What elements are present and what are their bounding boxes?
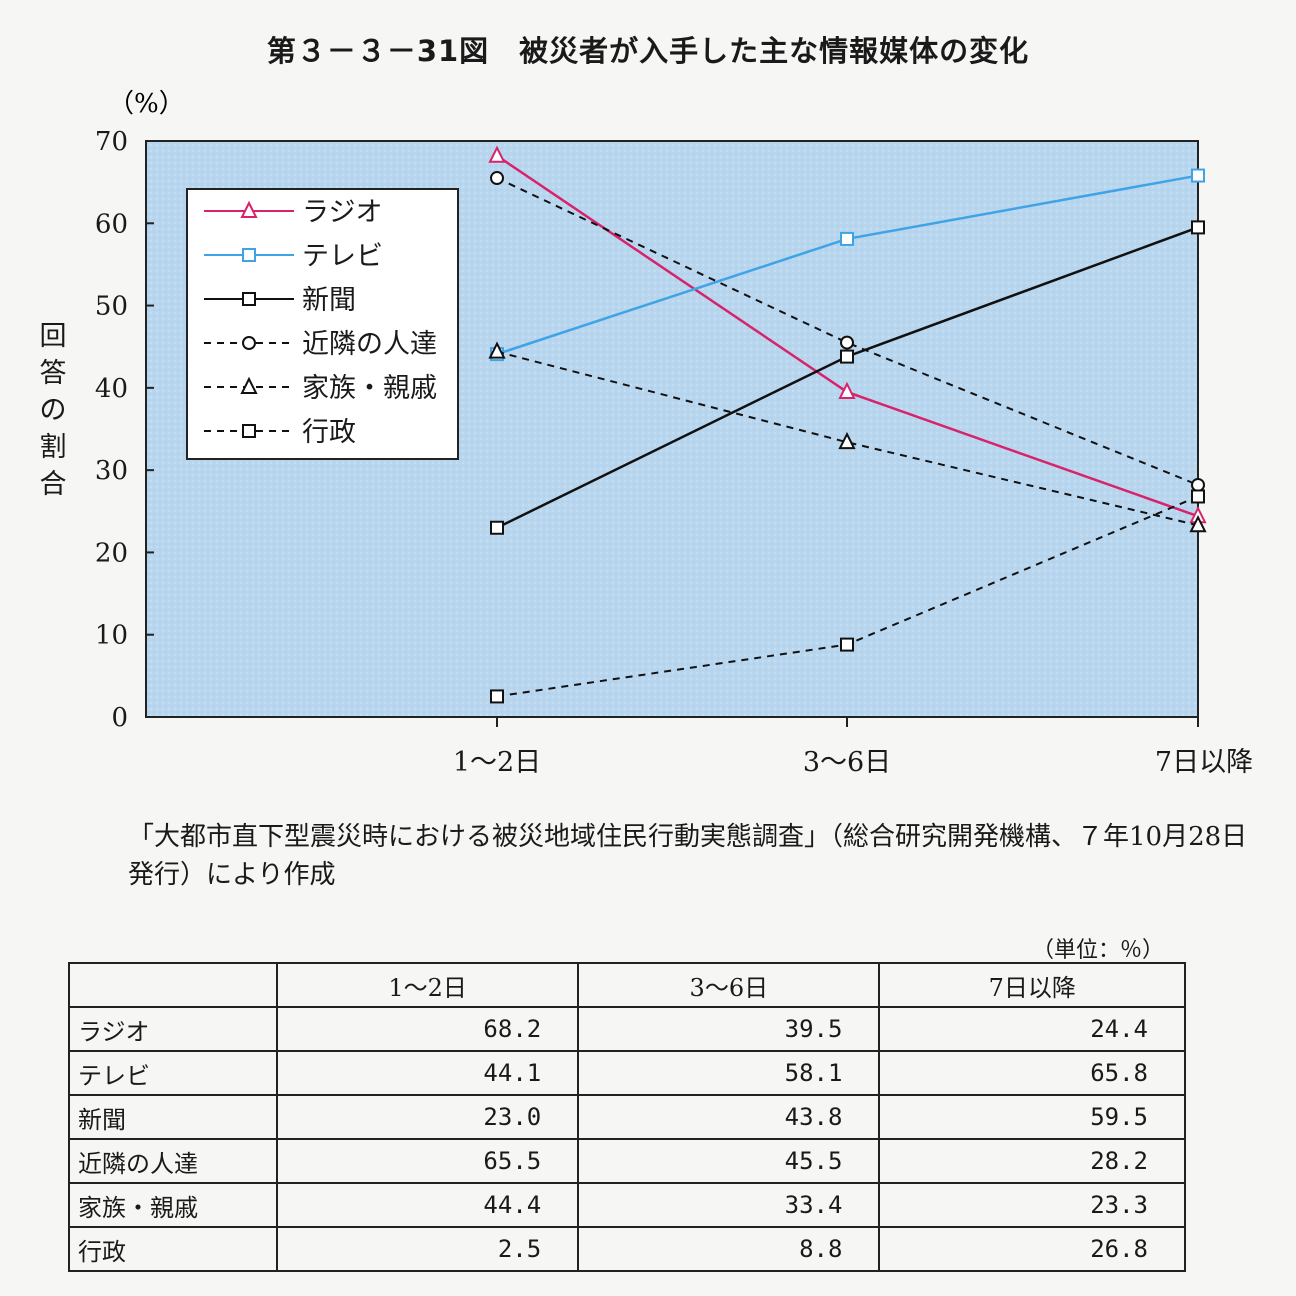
x-tick-label: 3～6日 (803, 747, 891, 778)
data-point (1191, 220, 1205, 235)
table-cell: 39.5 (577, 1006, 881, 1052)
y-tick-label: 60 (95, 209, 128, 239)
row-label: 行政 (68, 1226, 278, 1272)
table-cell: 44.4 (275, 1182, 580, 1228)
table-cell: 23.0 (275, 1094, 580, 1140)
table-cell: 24.4 (878, 1006, 1186, 1052)
data-point (840, 231, 854, 246)
legend-marker (242, 292, 256, 306)
data-point (838, 431, 856, 450)
row-label: ラジオ (68, 1006, 278, 1052)
data-point (488, 341, 506, 359)
table-unit: （単位：％） (1031, 938, 1164, 963)
table-header-row: 1～2日 3～6日 7日以降 (68, 962, 1186, 1008)
data-table: 1～2日 3～6日 7日以降 ラジオ 68.2 39.5 24.4 テレビ 44… (68, 962, 1186, 1272)
table-row: 行政 2.5 8.8 26.8 (68, 1226, 1186, 1272)
table-row: テレビ 44.1 58.1 65.8 (68, 1050, 1186, 1096)
table-cell: 59.5 (878, 1094, 1186, 1140)
legend-box (186, 188, 459, 460)
data-point (490, 171, 504, 186)
data-point (1191, 477, 1205, 492)
table-cell: 2.5 (275, 1226, 580, 1272)
table-cell: 26.8 (878, 1226, 1186, 1272)
data-point (838, 381, 856, 399)
line-chart: 0 10 20 30 40 50 60 70 1～2日 3～6日 7日以降 ラジオテレビ新聞近隣の… (95, 89, 1253, 778)
table-cell: 65.5 (275, 1138, 580, 1184)
legend-marker (240, 376, 258, 394)
table-corner-cell (68, 962, 278, 1008)
table-cell: 28.2 (878, 1138, 1186, 1184)
row-label: 近隣の人達 (68, 1138, 278, 1184)
table-cell: 44.1 (275, 1050, 580, 1096)
legend-label: 近隣の人達 (302, 329, 437, 360)
table-cell: 23.3 (878, 1182, 1186, 1228)
y-tick-label: 50 (95, 292, 128, 322)
y-tick-label: 0 (111, 703, 128, 733)
legend-marker (242, 336, 256, 350)
data-point (840, 637, 854, 652)
data-point (840, 349, 854, 364)
legend-marker (242, 248, 256, 262)
table-header-cell: 1～2日 (275, 962, 580, 1008)
x-tick-label: 7日以降 (1155, 747, 1253, 778)
series-line (496, 177, 1199, 486)
table-cell: 65.8 (878, 1050, 1186, 1096)
legend-marker (240, 200, 258, 218)
table-header-cell: 7日以降 (878, 962, 1186, 1008)
legend-marker (242, 424, 256, 438)
x-tick-label: 1～2日 (453, 747, 541, 778)
y-tick-label: 30 (95, 456, 128, 486)
table-row: 家族・親戚 44.4 33.4 23.3 (68, 1182, 1186, 1228)
series-line (496, 350, 1199, 527)
data-point (1189, 515, 1207, 533)
source-note: 「大都市直下型震災時における被災地域住民行動実態調査」（総合研究開発機構、７年1… (128, 822, 1248, 890)
row-label: テレビ (68, 1050, 278, 1096)
data-point (490, 520, 504, 535)
table-row: 新聞 23.0 43.8 59.5 (68, 1094, 1186, 1140)
table-row: 近隣の人達 65.5 45.5 28.2 (68, 1138, 1186, 1184)
legend-label: 新聞 (302, 285, 356, 316)
data-point (840, 335, 854, 350)
legend-label: 行政 (302, 417, 356, 448)
y-tick-label: 70 (95, 127, 128, 157)
data-point (488, 145, 506, 163)
legend-label: ラジオ (302, 197, 382, 228)
y-axis-title: 回答の割合 (39, 321, 67, 500)
y-tick-label: 40 (95, 374, 128, 404)
table-cell: 43.8 (577, 1094, 881, 1140)
table-cell: 8.8 (577, 1226, 881, 1272)
data-point (490, 689, 504, 704)
table-cell: 58.1 (577, 1050, 881, 1096)
y-unit-label: （%） (108, 89, 185, 119)
row-label: 新聞 (68, 1094, 278, 1140)
figure-title: 第３－３－31図 被災者が入手した主な情報媒体の変化 (266, 34, 1030, 68)
data-point (1191, 168, 1205, 183)
y-tick-label: 20 (95, 538, 128, 568)
row-label: 家族・親戚 (68, 1182, 278, 1228)
legend-label: テレビ (302, 241, 383, 272)
data-point (1191, 489, 1205, 504)
y-tick-label: 10 (95, 621, 128, 651)
table-header-cell: 3～6日 (577, 962, 881, 1008)
table-row: ラジオ 68.2 39.5 24.4 (68, 1006, 1186, 1052)
table-cell: 45.5 (577, 1138, 881, 1184)
table-cell: 68.2 (275, 1006, 580, 1052)
legend-label: 家族・親戚 (302, 373, 437, 404)
table-cell: 33.4 (577, 1182, 881, 1228)
